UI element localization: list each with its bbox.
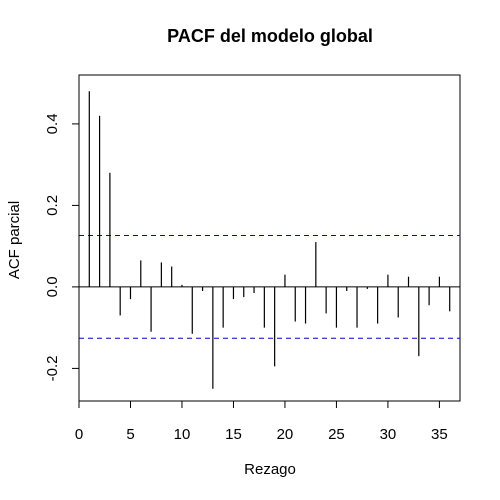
y-tick-label: -0.2: [44, 355, 61, 381]
x-axis: 0 5 10 15 20 25 30 35: [75, 400, 448, 443]
x-tick-label: 15: [225, 426, 242, 443]
y-axis: -0.2 0.0 0.2 0.4: [44, 113, 80, 381]
chart-title: PACF del modelo global: [167, 26, 373, 46]
y-tick-label: 0.4: [44, 113, 61, 134]
y-tick-label: 0.2: [44, 195, 61, 216]
x-tick-label: 5: [126, 426, 134, 443]
pacf-bars: [88, 91, 451, 389]
x-tick-label: 10: [174, 426, 191, 443]
y-axis-label: ACF parcial: [6, 201, 23, 279]
x-tick-label: 0: [75, 426, 83, 443]
x-tick-label: 35: [431, 426, 448, 443]
x-tick-label: 20: [277, 426, 294, 443]
plot-box: [78, 74, 461, 402]
x-tick-label: 30: [380, 426, 397, 443]
y-tick-label: 0.0: [44, 276, 61, 297]
confidence-bounds: [79, 235, 460, 339]
x-axis-label: Rezago: [244, 461, 296, 478]
x-tick-label: 25: [328, 426, 345, 443]
